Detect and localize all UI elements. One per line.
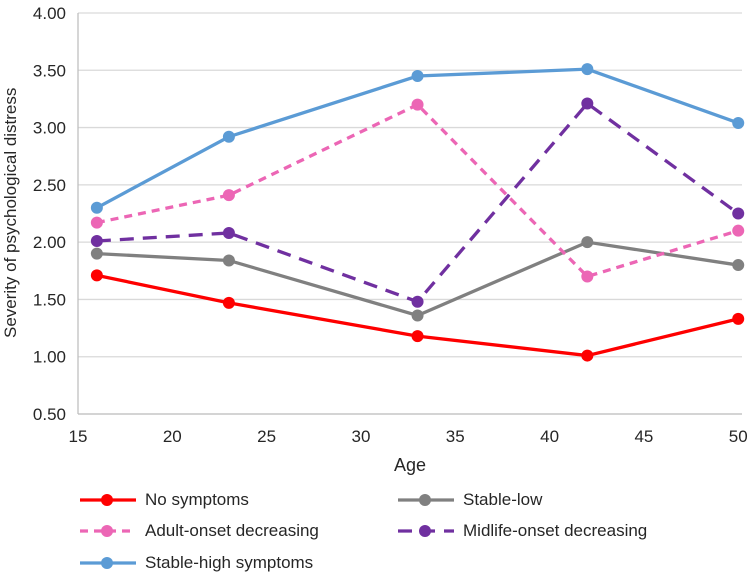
legend-marker-adult-onset-decreasing-icon: [80, 525, 136, 537]
x-tick-label: 50: [729, 427, 748, 446]
y-tick-labels: 4.00 3.50 3.00 2.50 2.00 1.50 1.00 0.50: [33, 4, 66, 424]
x-tick-label: 25: [257, 427, 276, 446]
legend-label: Stable-low: [463, 490, 543, 509]
x-tick-labels: 15 20 25 30 35 40 45 50: [69, 427, 748, 446]
data-point: [411, 70, 424, 83]
data-point: [411, 309, 424, 322]
series-stable-high-symptoms: [90, 63, 745, 214]
legend-label: No symptoms: [145, 490, 249, 509]
data-point: [222, 189, 235, 202]
axes: [77, 13, 742, 415]
data-point: [222, 226, 235, 239]
data-point: [90, 234, 103, 247]
data-point: [222, 254, 235, 267]
y-tick-label: 4.00: [33, 4, 66, 23]
data-point: [732, 207, 745, 220]
series-midlife-onset-decreasing: [90, 97, 745, 308]
data-point: [90, 247, 103, 260]
gridlines: [78, 12, 742, 415]
series-line: [96, 67, 739, 210]
y-tick-label: 0.50: [33, 405, 66, 424]
data-point: [581, 97, 594, 110]
x-tick-label: 40: [540, 427, 559, 446]
y-tick-label: 3.00: [33, 119, 66, 138]
legend-marker-midlife-onset-decreasing-icon: [398, 525, 454, 537]
data-point: [411, 330, 424, 343]
legend-item-no-symptoms: No symptoms: [80, 489, 249, 511]
x-axis-title: Age: [393, 455, 427, 475]
legend-label: Adult-onset decreasing: [145, 521, 319, 540]
data-point: [90, 201, 103, 214]
data-point: [222, 296, 235, 309]
data-point: [581, 349, 594, 362]
series-no-symptoms: [90, 269, 745, 362]
series-line: [96, 102, 739, 279]
y-tick-label: 1.50: [33, 290, 66, 309]
legend-label: Midlife-onset decreasing: [463, 521, 648, 540]
data-point: [90, 269, 103, 282]
y-tick-label: 3.50: [33, 61, 66, 80]
y-tick-label: 1.00: [33, 348, 66, 367]
series-stable-low: [90, 236, 745, 322]
data-point: [90, 216, 103, 229]
legend-label: Stable-high symptoms: [145, 553, 314, 572]
data-point: [411, 295, 424, 308]
series-adult-onset-decreasing: [90, 98, 745, 283]
legend-item-stable-low: Stable-low: [398, 489, 542, 511]
legend-item-stable-high-symptoms: Stable-high symptoms: [80, 552, 313, 574]
x-tick-label: 35: [446, 427, 465, 446]
legend-marker-stable-high-symptoms-icon: [80, 557, 136, 569]
x-tick-label: 30: [351, 427, 370, 446]
x-tick-label: 20: [163, 427, 182, 446]
data-point: [732, 312, 745, 325]
data-point: [411, 98, 424, 111]
y-tick-label: 2.00: [33, 233, 66, 252]
data-point: [581, 63, 594, 76]
data-point: [581, 270, 594, 283]
legend-marker-stable-low-icon: [398, 494, 454, 506]
data-point: [732, 224, 745, 237]
data-point: [732, 116, 745, 129]
y-tick-label: 2.50: [33, 176, 66, 195]
legend-marker-no-symptoms-icon: [80, 494, 136, 506]
legend-item-midlife-onset-decreasing: Midlife-onset decreasing: [398, 520, 647, 542]
x-tick-label: 45: [634, 427, 653, 446]
x-tick-label: 15: [69, 427, 88, 446]
data-point: [732, 259, 745, 272]
legend-item-adult-onset-decreasing: Adult-onset decreasing: [80, 520, 319, 542]
data-point: [222, 130, 235, 143]
data-point: [581, 236, 594, 249]
